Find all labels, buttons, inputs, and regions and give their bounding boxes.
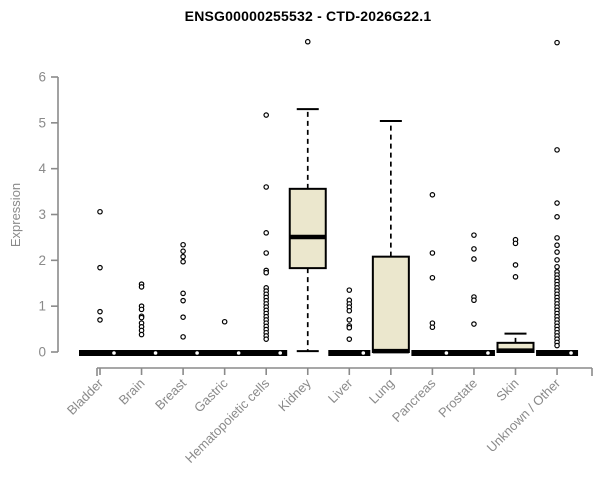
- outlier-point: [471, 297, 477, 304]
- outlier-point: [97, 317, 103, 323]
- outlier-point: [180, 258, 186, 265]
- outlier-point: [180, 253, 186, 260]
- outlier-point: [138, 284, 145, 290]
- outlier-point: [346, 336, 353, 342]
- y-axis-tick-label: 3: [38, 207, 46, 222]
- outlier-point: [512, 262, 519, 268]
- y-axis-tick-label: 1: [38, 299, 46, 314]
- collapsed-box-gastric: [203, 350, 246, 356]
- outlier-point: [554, 213, 560, 220]
- outlier-point: [180, 297, 186, 304]
- outlier-point: [346, 324, 353, 331]
- y-axis-tick-label: 2: [38, 253, 46, 268]
- outlier-point: [471, 256, 477, 262]
- outlier-point: [471, 246, 477, 252]
- x-tick-label-gastric: Gastric: [191, 375, 231, 415]
- outlier-point: [263, 112, 270, 118]
- box-lung: [371, 255, 410, 353]
- outlier-point: [554, 200, 560, 206]
- collapsed-box-liver: [328, 350, 371, 356]
- outlier-point: [512, 274, 519, 280]
- outlier-point: [97, 308, 103, 315]
- outlier-point: [263, 269, 270, 276]
- outlier-point: [429, 274, 436, 281]
- x-tick-label-bladder: Bladder: [64, 375, 107, 418]
- outlier-point: [554, 249, 560, 255]
- collapsed-box-brain: [120, 350, 163, 356]
- outlier-point: [346, 307, 353, 314]
- outlier-point: [263, 184, 270, 190]
- x-tick-label-liver: Liver: [325, 375, 356, 406]
- outlier-point: [471, 232, 477, 238]
- box-kidney: [288, 187, 327, 270]
- zero-point-marker: [486, 351, 490, 355]
- outlier-point: [180, 241, 186, 248]
- outlier-point: [97, 208, 103, 215]
- collapsed-box-pancreas: [411, 350, 454, 356]
- x-tick-label-pancreas: Pancreas: [389, 375, 439, 425]
- outlier-point: [221, 318, 228, 325]
- x-tick-label-skin: Skin: [493, 376, 521, 404]
- outlier-point: [180, 314, 186, 320]
- outlier-point: [304, 38, 311, 45]
- outlier-point: [554, 235, 560, 241]
- outlier-point: [554, 342, 560, 349]
- outlier-point: [138, 314, 145, 321]
- collapsed-box-breast: [162, 350, 205, 356]
- outlier-point: [138, 331, 145, 338]
- x-tick-label-unknown-other: Unknown / Other: [484, 375, 564, 455]
- x-tick-label-kidney: Kidney: [275, 375, 314, 414]
- zero-point-marker: [153, 351, 158, 355]
- x-tick-label-breast: Breast: [152, 375, 189, 412]
- outlier-point: [97, 264, 103, 271]
- outlier-point: [346, 317, 353, 323]
- outlier-point: [263, 230, 270, 236]
- chart-title: ENSG00000255532 - CTD-2026G22.1: [184, 8, 432, 24]
- outlier-point: [512, 240, 519, 247]
- y-axis-tick-label: 0: [38, 345, 46, 360]
- zero-point-marker: [195, 351, 199, 355]
- outlier-point: [429, 324, 436, 331]
- zero-point-marker: [569, 351, 573, 355]
- outlier-point: [346, 287, 353, 293]
- x-tick-label-brain: Brain: [116, 376, 148, 408]
- outlier-point: [263, 336, 270, 342]
- outlier-point: [429, 250, 436, 256]
- outlier-point: [554, 257, 560, 263]
- outlier-point: [554, 242, 560, 249]
- collapsed-box-hematopoietic-cells: [245, 350, 288, 356]
- outlier-point: [554, 147, 560, 153]
- outlier-point: [180, 334, 186, 340]
- outlier-point: [429, 191, 436, 198]
- outlier-point: [554, 263, 560, 270]
- outlier-point: [471, 321, 477, 327]
- y-axis-tick-label: 4: [38, 161, 46, 176]
- x-tick-label-lung: Lung: [366, 376, 397, 407]
- zero-point-marker: [278, 351, 283, 355]
- y-axis-tick-label: 5: [38, 115, 46, 130]
- zero-point-marker: [444, 351, 449, 355]
- zero-point-marker: [361, 351, 366, 355]
- outlier-point: [180, 290, 186, 297]
- zero-point-marker: [236, 351, 241, 355]
- x-tick-label-prostate: Prostate: [435, 376, 480, 421]
- outlier-point: [263, 250, 270, 256]
- outlier-point: [138, 306, 145, 313]
- zero-point-marker: [112, 351, 116, 355]
- collapsed-box-unknown-other: [536, 350, 579, 356]
- collapsed-box-bladder: [79, 350, 121, 356]
- outlier-point: [180, 248, 186, 254]
- collapsed-box-prostate: [452, 350, 495, 356]
- outlier-point: [554, 39, 560, 46]
- y-axis-tick-label: 6: [38, 70, 46, 85]
